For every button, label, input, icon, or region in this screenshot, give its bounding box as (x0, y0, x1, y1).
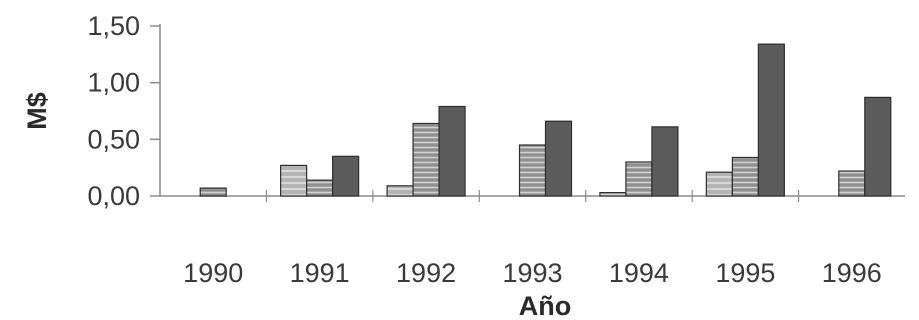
bar-1995-series-2 (731, 156, 759, 197)
x-tick-label: 1995 (715, 258, 775, 288)
bar-1991-series-3 (332, 155, 360, 197)
bar-1993-series-2 (518, 144, 547, 197)
bar-1992-series-3 (438, 105, 466, 197)
bar-1993-series-3 (544, 120, 573, 197)
bars (199, 43, 892, 197)
bar-1994-series-1 (599, 192, 627, 197)
labels: 0,00 0,50 1,00 1,50 1990 1991 1992 1993 1994 1995… (22, 11, 882, 320)
y-tick-label: 1,00 (87, 68, 140, 98)
x-tick-label: 1990 (183, 258, 243, 288)
bar-1995-series-3 (757, 43, 785, 197)
y-tick-label: 0,00 (87, 181, 140, 211)
x-tick-label: 1996 (822, 258, 882, 288)
x-axis-title: Año (519, 291, 571, 320)
bar-1991-series-1 (280, 164, 308, 197)
bar-1992-series-1 (386, 185, 414, 197)
bar-1992-series-2 (412, 122, 440, 197)
y-axis-title: M$ (22, 92, 52, 130)
bar-1996-series-2 (838, 170, 866, 197)
bar-1991-series-2 (306, 179, 334, 197)
y-tick-label: 1,50 (87, 11, 140, 41)
y-tick-label: 0,50 (87, 124, 140, 154)
x-tick-label: 1993 (502, 258, 562, 288)
bar-1994-series-3 (651, 126, 679, 197)
bar-1994-series-2 (625, 161, 653, 197)
x-tick-label: 1994 (609, 258, 669, 288)
bar-1995-series-1 (705, 171, 733, 197)
bar-1990-series-2 (199, 187, 227, 197)
bar-1996-series-3 (864, 96, 892, 197)
x-tick-label: 1992 (396, 258, 456, 288)
x-tick-label: 1991 (290, 258, 350, 288)
